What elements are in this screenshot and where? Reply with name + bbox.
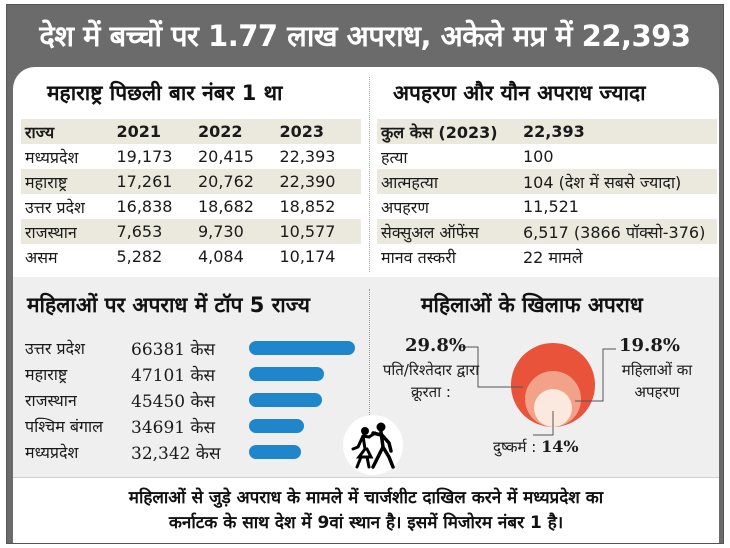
charts-panel: महिलाओं पर अपराध में टॉप 5 राज्य उत्तर प… [13, 277, 719, 477]
bar-row: उत्तर प्रदेश 66381 केस [21, 335, 361, 361]
table-row: अपहरण 11,521 [377, 194, 717, 219]
bar-row: मध्यप्रदेश 32,342 केस [21, 439, 361, 465]
table-row: मानव तस्करी 22 मामले [377, 244, 717, 269]
bar-value-label: 47101 केस [131, 365, 216, 386]
state-cell: असम [25, 247, 58, 267]
value-cell: 22,393 [279, 147, 336, 166]
bar [249, 367, 325, 381]
value-cell: 4,084 [197, 247, 244, 266]
table-row: आत्महत्या 104 (देश में सबसे ज्यादा) [377, 169, 717, 194]
tables-panel: महाराष्ट्र पिछली बार नंबर 1 था राज्य 2021… [13, 67, 719, 277]
infographic-frame: देश में बच्चों पर 1.77 लाख अपराध, अकेले … [6, 4, 724, 544]
bar-row: राजस्थान 45450 केस [21, 387, 361, 413]
count-cell: 6,517 (3866 पॉक्सो-376) [523, 222, 706, 242]
column-divider [369, 77, 370, 272]
value-cell: 20,415 [197, 147, 254, 166]
value-cell: 16,838 [116, 197, 173, 216]
value-cell: 17,261 [116, 172, 173, 191]
circle-rape [534, 389, 572, 427]
state-cell: राज्य [25, 122, 55, 142]
bar-value-label: 66381 केस [131, 339, 216, 360]
value-cell: 10,577 [279, 222, 336, 241]
headline: देश में बच्चों पर 1.77 लाख अपराध, अकेले … [39, 19, 691, 53]
table-row: महाराष्ट्र 17,261 20,762 22,390 [21, 169, 361, 194]
count-cell: 11,521 [523, 197, 579, 216]
top5-bar-chart: उत्तर प्रदेश 66381 केस महाराष्ट्र 47101 केस… [21, 335, 361, 465]
state-comparison-table: राज्य 2021 2022 2023 मध्यप्रदेश 19,173 20,415 2… [21, 119, 361, 269]
crime-type-cell: कुल केस (2023) [381, 122, 498, 142]
value-cell: 2023 [279, 122, 325, 141]
footer-note: महिलाओं से जुड़े अपराध के मामले में चार्… [13, 477, 719, 543]
bar-category-label: उत्तर प्रदेश [25, 339, 85, 358]
state-cell: मध्यप्रदेश [25, 147, 79, 167]
circle-chart-title: महिलाओं के खिलाफ अपराध [421, 293, 643, 317]
footer-line-1: महिलाओं से जुड़े अपराध के मामले में चार्… [128, 488, 604, 508]
count-cell: 22 मामले [523, 247, 583, 267]
slice-rape-label: दुष्कर्म : 14% [493, 437, 579, 456]
bar-category-label: राजस्थान [25, 391, 77, 410]
bar-value-label: 32,342 केस [131, 443, 221, 464]
value-cell: 10,174 [279, 247, 336, 266]
slice-kidnapping-text: महिलाओं का अपहरण [621, 361, 693, 401]
bar-value-label: 45450 केस [131, 391, 216, 412]
value-cell: 18,852 [279, 197, 336, 216]
value-cell: 5,282 [116, 247, 163, 266]
leader-line-cruelty [460, 346, 523, 388]
table-row: सेक्सुअल ऑफेंस 6,517 (3866 पॉक्सो-376) [377, 219, 717, 244]
slice-kidnapping-pct: 19.8% [619, 335, 680, 356]
leader-line-rape [533, 411, 554, 436]
value-cell: 22,390 [279, 172, 336, 191]
state-cell: उत्तर प्रदेश [25, 197, 85, 217]
leader-line-kidnapping [575, 348, 616, 402]
value-cell: 20,762 [197, 172, 254, 191]
value-cell: 18,682 [197, 197, 254, 216]
footer-line-2: कर्नाटक के साथ देश में 9वां स्थान है। इस… [168, 513, 564, 533]
value-cell: 9,730 [197, 222, 244, 241]
bar [249, 419, 305, 433]
slice-cruelty-label: 29.8% [405, 335, 466, 356]
state-cell: राजस्थान [25, 222, 77, 242]
table-row: राजस्थान 7,653 9,730 10,577 [21, 219, 361, 244]
table-header-row: कुल केस (2023) 22,393 [377, 119, 717, 144]
value-cell: 19,173 [116, 147, 173, 166]
bar-value-label: 34691 केस [131, 417, 216, 438]
table-header-row: राज्य 2021 2022 2023 [21, 119, 361, 144]
bar [249, 445, 301, 459]
value-cell: 2021 [116, 122, 161, 141]
table-row: उत्तर प्रदेश 16,838 18,682 18,852 [21, 194, 361, 219]
count-cell: 22,393 [523, 122, 585, 141]
bar-row: महाराष्ट्र 47101 केस [21, 361, 361, 387]
crime-type-cell: आत्महत्या [381, 172, 438, 192]
crime-type-cell: सेक्सुअल ऑफेंस [381, 222, 479, 242]
bar-chart-title: महिलाओं पर अपराध में टॉप 5 राज्य [27, 293, 310, 317]
crime-type-cell: अपहरण [381, 197, 429, 217]
value-cell: 7,653 [116, 222, 163, 241]
table-row: मध्यप्रदेश 19,173 20,415 22,393 [21, 144, 361, 169]
count-cell: 100 [523, 147, 554, 166]
bar [249, 341, 355, 355]
nested-circle-chart [460, 343, 616, 436]
bar-row: पश्चिम बंगाल 34691 केस [21, 413, 361, 439]
bar-category-label: पश्चिम बंगाल [25, 417, 103, 436]
chart-divider [369, 289, 370, 419]
value-cell: 2022 [197, 122, 243, 141]
bar-category-label: महाराष्ट्र [25, 365, 68, 384]
table-row: हत्या 100 [377, 144, 717, 169]
state-cell: महाराष्ट्र [25, 172, 68, 192]
count-cell: 104 (देश में सबसे ज्यादा) [523, 172, 682, 192]
people-scuffle-icon [343, 415, 403, 475]
bar-category-label: मध्यप्रदेश [25, 443, 79, 462]
crime-type-cell: हत्या [381, 147, 408, 167]
crime-type-cell: मानव तस्करी [381, 247, 456, 267]
slice-cruelty-text: पति/रिश्तेदार द्वारा क्रूरता : [382, 361, 480, 401]
table-row: असम 5,282 4,084 10,174 [21, 244, 361, 269]
bar [249, 393, 322, 407]
right-section-title: अपहरण और यौन अपराध ज्यादा [393, 81, 646, 105]
crime-breakdown-table: कुल केस (2023) 22,393 हत्या 100 आत्महत्या 104… [377, 119, 717, 269]
left-section-title: महाराष्ट्र पिछली बार नंबर 1 था [47, 81, 283, 105]
